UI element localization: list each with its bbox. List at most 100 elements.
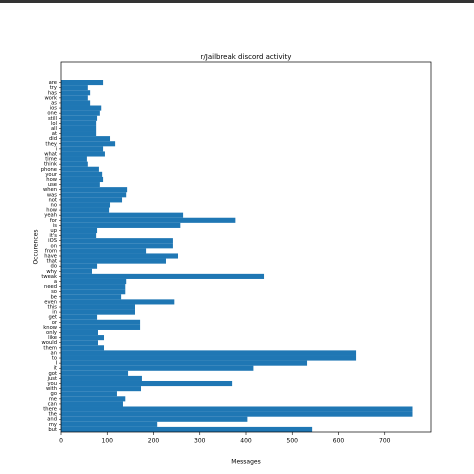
y-tick-label: was bbox=[47, 192, 57, 198]
bar bbox=[61, 386, 142, 392]
bar bbox=[61, 278, 127, 285]
y-tick-label: me bbox=[49, 396, 57, 402]
y-tick-label: just bbox=[47, 376, 57, 382]
y-tick-label: how bbox=[46, 177, 57, 183]
bar bbox=[61, 222, 181, 228]
y-tick-label: work bbox=[44, 95, 57, 101]
top-bar bbox=[0, 0, 474, 3]
plot-frame bbox=[60, 61, 432, 433]
y-tick-label: what bbox=[44, 151, 57, 157]
x-tick-label: 100 bbox=[102, 438, 114, 445]
bar bbox=[61, 411, 413, 417]
bar bbox=[61, 304, 135, 310]
x-axis-label: Messages bbox=[231, 459, 260, 466]
chart-title: r/Jailbreak discord activity bbox=[201, 53, 292, 61]
y-tick-label: even bbox=[44, 299, 57, 305]
bar bbox=[61, 258, 166, 264]
y-tick-label: your bbox=[45, 172, 58, 178]
bar bbox=[61, 243, 173, 249]
bar bbox=[61, 151, 105, 157]
y-tick-label: can bbox=[48, 401, 57, 407]
y-tick-label: for bbox=[50, 218, 58, 224]
bar bbox=[61, 416, 248, 422]
y-tick-label: it's bbox=[49, 233, 57, 239]
bar bbox=[61, 299, 175, 305]
y-tick-label: like bbox=[48, 335, 57, 341]
bar bbox=[61, 355, 357, 361]
x-tick-label: 700 bbox=[379, 438, 391, 445]
bar bbox=[61, 273, 265, 279]
bar bbox=[61, 329, 98, 336]
bar bbox=[61, 268, 92, 274]
bar bbox=[61, 212, 184, 218]
y-tick-label: tweak bbox=[41, 274, 57, 280]
bar bbox=[61, 166, 99, 172]
bar bbox=[61, 294, 122, 300]
bar bbox=[61, 125, 97, 132]
y-tick-label: know bbox=[43, 325, 57, 331]
y-tick-label: get bbox=[48, 315, 57, 321]
bar bbox=[61, 370, 129, 376]
bar bbox=[61, 80, 104, 86]
bar bbox=[61, 309, 135, 315]
bar bbox=[61, 146, 104, 152]
y-tick-label: no bbox=[51, 202, 57, 208]
y-tick-label: a bbox=[54, 279, 57, 285]
y-tick-label: from bbox=[45, 248, 57, 254]
y-tick-label: that bbox=[46, 259, 57, 265]
y-tick-label: and bbox=[47, 417, 57, 423]
y-tick-label: think bbox=[44, 162, 57, 168]
x-tick-label: 600 bbox=[333, 438, 345, 445]
x-tick-label: 500 bbox=[287, 438, 299, 445]
bar bbox=[61, 171, 103, 177]
bar bbox=[61, 85, 88, 91]
y-tick-label: try bbox=[50, 85, 57, 91]
bar bbox=[61, 227, 98, 234]
bar bbox=[61, 345, 105, 351]
bar bbox=[61, 421, 158, 427]
bar bbox=[61, 110, 100, 116]
y-tick-label: with bbox=[46, 386, 57, 392]
y-tick-label: why bbox=[46, 269, 57, 275]
y-tick-label: but bbox=[48, 427, 57, 433]
y-tick-label: how bbox=[46, 208, 57, 214]
y-tick-label: I bbox=[55, 361, 57, 367]
bar bbox=[61, 396, 126, 402]
y-tick-label: go bbox=[51, 391, 57, 397]
y-tick-label: to bbox=[52, 356, 57, 362]
bar bbox=[61, 350, 357, 356]
y-tick-label: need bbox=[44, 284, 57, 290]
x-tick-label: 0 bbox=[59, 438, 63, 445]
y-axis-label: Occurences bbox=[33, 229, 40, 264]
y-tick-label: did bbox=[49, 136, 57, 142]
y-tick-label: do bbox=[51, 264, 57, 270]
y-tick-label: it bbox=[54, 366, 57, 372]
bar bbox=[61, 141, 116, 147]
y-tick-label: an bbox=[51, 350, 57, 356]
y-tick-label: still bbox=[48, 116, 57, 122]
bar bbox=[61, 136, 111, 142]
bar bbox=[61, 95, 88, 101]
bar bbox=[61, 375, 142, 381]
x-tick-label: 300 bbox=[194, 438, 206, 445]
bar bbox=[61, 426, 313, 432]
bar bbox=[61, 105, 102, 111]
x-tick-label: 400 bbox=[240, 438, 252, 445]
bar bbox=[61, 120, 97, 126]
bar bbox=[61, 187, 128, 193]
bar bbox=[61, 314, 98, 320]
bar bbox=[61, 324, 141, 330]
bar bbox=[61, 207, 110, 213]
bar bbox=[61, 176, 104, 183]
y-tick-label: yeah bbox=[44, 213, 57, 219]
y-tick-label: they bbox=[45, 141, 57, 147]
bar bbox=[61, 263, 98, 269]
bar bbox=[61, 238, 173, 244]
y-tick-label: in bbox=[52, 310, 57, 316]
y-tick-label: ios bbox=[50, 106, 58, 112]
y-tick-label: iOS bbox=[48, 238, 57, 244]
y-tick-label: use bbox=[48, 182, 57, 188]
bar bbox=[61, 340, 98, 346]
bar bbox=[61, 248, 147, 254]
